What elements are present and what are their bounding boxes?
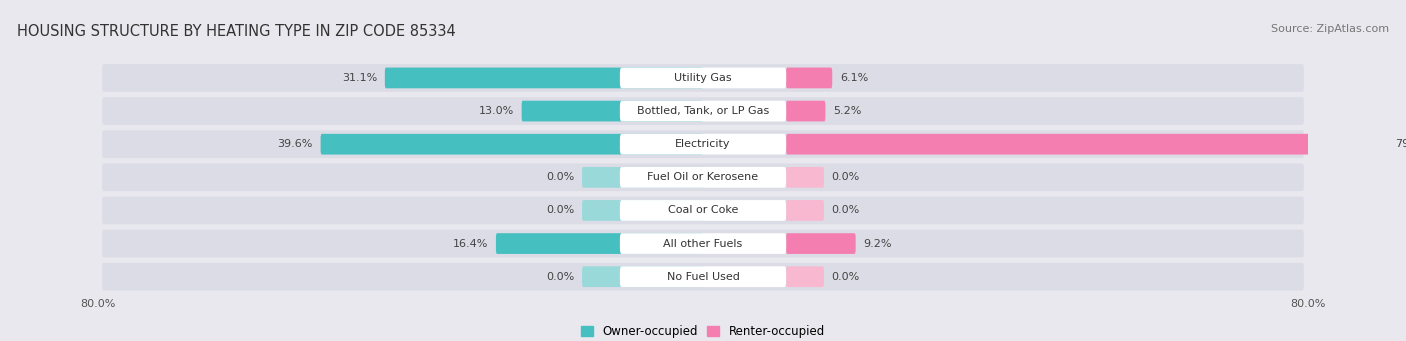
Text: All other Fuels: All other Fuels [664,239,742,249]
Text: 13.0%: 13.0% [479,106,515,116]
FancyBboxPatch shape [582,167,703,188]
FancyBboxPatch shape [103,64,1303,92]
Text: Coal or Coke: Coal or Coke [668,205,738,216]
Text: 39.6%: 39.6% [277,139,314,149]
FancyBboxPatch shape [786,68,832,88]
FancyBboxPatch shape [103,230,1303,257]
FancyBboxPatch shape [786,167,824,188]
FancyBboxPatch shape [103,130,1303,158]
Text: 16.4%: 16.4% [453,239,488,249]
FancyBboxPatch shape [786,200,824,221]
Text: 0.0%: 0.0% [547,172,575,182]
FancyBboxPatch shape [620,134,786,154]
FancyBboxPatch shape [786,233,856,254]
FancyBboxPatch shape [620,68,786,88]
Text: 0.0%: 0.0% [831,205,859,216]
FancyBboxPatch shape [786,101,825,121]
FancyBboxPatch shape [620,200,786,221]
Text: No Fuel Used: No Fuel Used [666,272,740,282]
FancyBboxPatch shape [321,134,703,154]
FancyBboxPatch shape [522,101,703,121]
FancyBboxPatch shape [496,233,703,254]
Text: 0.0%: 0.0% [831,272,859,282]
FancyBboxPatch shape [620,101,786,121]
Text: Fuel Oil or Kerosene: Fuel Oil or Kerosene [647,172,759,182]
FancyBboxPatch shape [385,68,703,88]
FancyBboxPatch shape [786,266,824,287]
Text: Utility Gas: Utility Gas [675,73,731,83]
Text: 0.0%: 0.0% [831,172,859,182]
Text: 0.0%: 0.0% [547,205,575,216]
FancyBboxPatch shape [103,263,1303,291]
FancyBboxPatch shape [582,266,703,287]
Text: 79.6%: 79.6% [1395,139,1406,149]
FancyBboxPatch shape [620,233,786,254]
FancyBboxPatch shape [103,97,1303,125]
Text: HOUSING STRUCTURE BY HEATING TYPE IN ZIP CODE 85334: HOUSING STRUCTURE BY HEATING TYPE IN ZIP… [17,24,456,39]
Text: 9.2%: 9.2% [863,239,891,249]
FancyBboxPatch shape [103,163,1303,191]
Text: 6.1%: 6.1% [839,73,868,83]
Legend: Owner-occupied, Renter-occupied: Owner-occupied, Renter-occupied [581,325,825,338]
Text: Source: ZipAtlas.com: Source: ZipAtlas.com [1271,24,1389,34]
Text: 0.0%: 0.0% [547,272,575,282]
FancyBboxPatch shape [620,167,786,188]
FancyBboxPatch shape [103,197,1303,224]
FancyBboxPatch shape [582,200,703,221]
Text: 5.2%: 5.2% [832,106,862,116]
FancyBboxPatch shape [620,266,786,287]
Text: Electricity: Electricity [675,139,731,149]
FancyBboxPatch shape [786,134,1388,154]
Text: 31.1%: 31.1% [342,73,377,83]
Text: Bottled, Tank, or LP Gas: Bottled, Tank, or LP Gas [637,106,769,116]
